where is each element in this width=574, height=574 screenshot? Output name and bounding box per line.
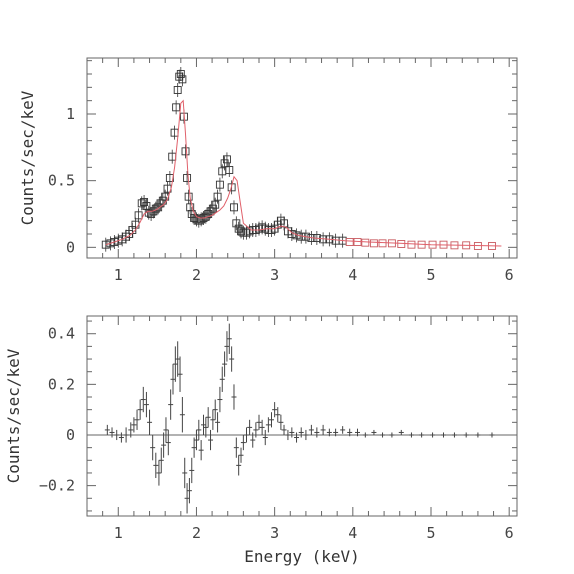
x-tick-label: 4 xyxy=(348,524,357,542)
x-tick-label: 2 xyxy=(192,524,201,542)
x-tick-label: 3 xyxy=(270,524,279,542)
y-tick-label: 1 xyxy=(66,105,75,123)
x-tick-label: 5 xyxy=(426,524,435,542)
data-point xyxy=(345,238,354,246)
x-tick-label: 1 xyxy=(114,266,123,284)
y-tick-label: 0.2 xyxy=(48,375,75,393)
x-tick-label: 3 xyxy=(270,266,279,284)
x-tick-label: 1 xyxy=(114,524,123,542)
data-point xyxy=(407,240,416,249)
data-point xyxy=(397,240,406,248)
plot-frame xyxy=(86,315,518,517)
y-tick-label: 0 xyxy=(66,426,75,444)
x-tick-label: 6 xyxy=(505,266,514,284)
x-tick-label: 2 xyxy=(192,266,201,284)
y-tick-label: 0.5 xyxy=(48,172,75,190)
x-tick-label: 6 xyxy=(505,524,514,542)
model-curve xyxy=(105,99,502,247)
top-panel: 1 2 3 4 5 6 0 0.5 1 Counts/sec/keV xyxy=(18,57,518,284)
x-tick-label: 4 xyxy=(348,266,357,284)
y-tick-label: 0.4 xyxy=(48,325,75,343)
x-tick-label: 5 xyxy=(426,266,435,284)
data-point xyxy=(369,239,378,248)
y-axis-label: Counts/sec/keV xyxy=(18,90,37,225)
data-point xyxy=(361,238,370,247)
y-tick-label: −0.2 xyxy=(39,477,75,495)
data-point xyxy=(378,239,387,248)
x-axis-label: Energy (keV) xyxy=(244,547,360,566)
y-axis-label: Counts/sec/keV xyxy=(4,348,23,483)
bottom-panel: 1 2 3 4 5 6 −0.2 0 0.2 0.4 Counts/sec/keV Energy (k… xyxy=(4,315,518,566)
plot-frame xyxy=(86,57,518,259)
y-tick-label: 0 xyxy=(66,238,75,256)
